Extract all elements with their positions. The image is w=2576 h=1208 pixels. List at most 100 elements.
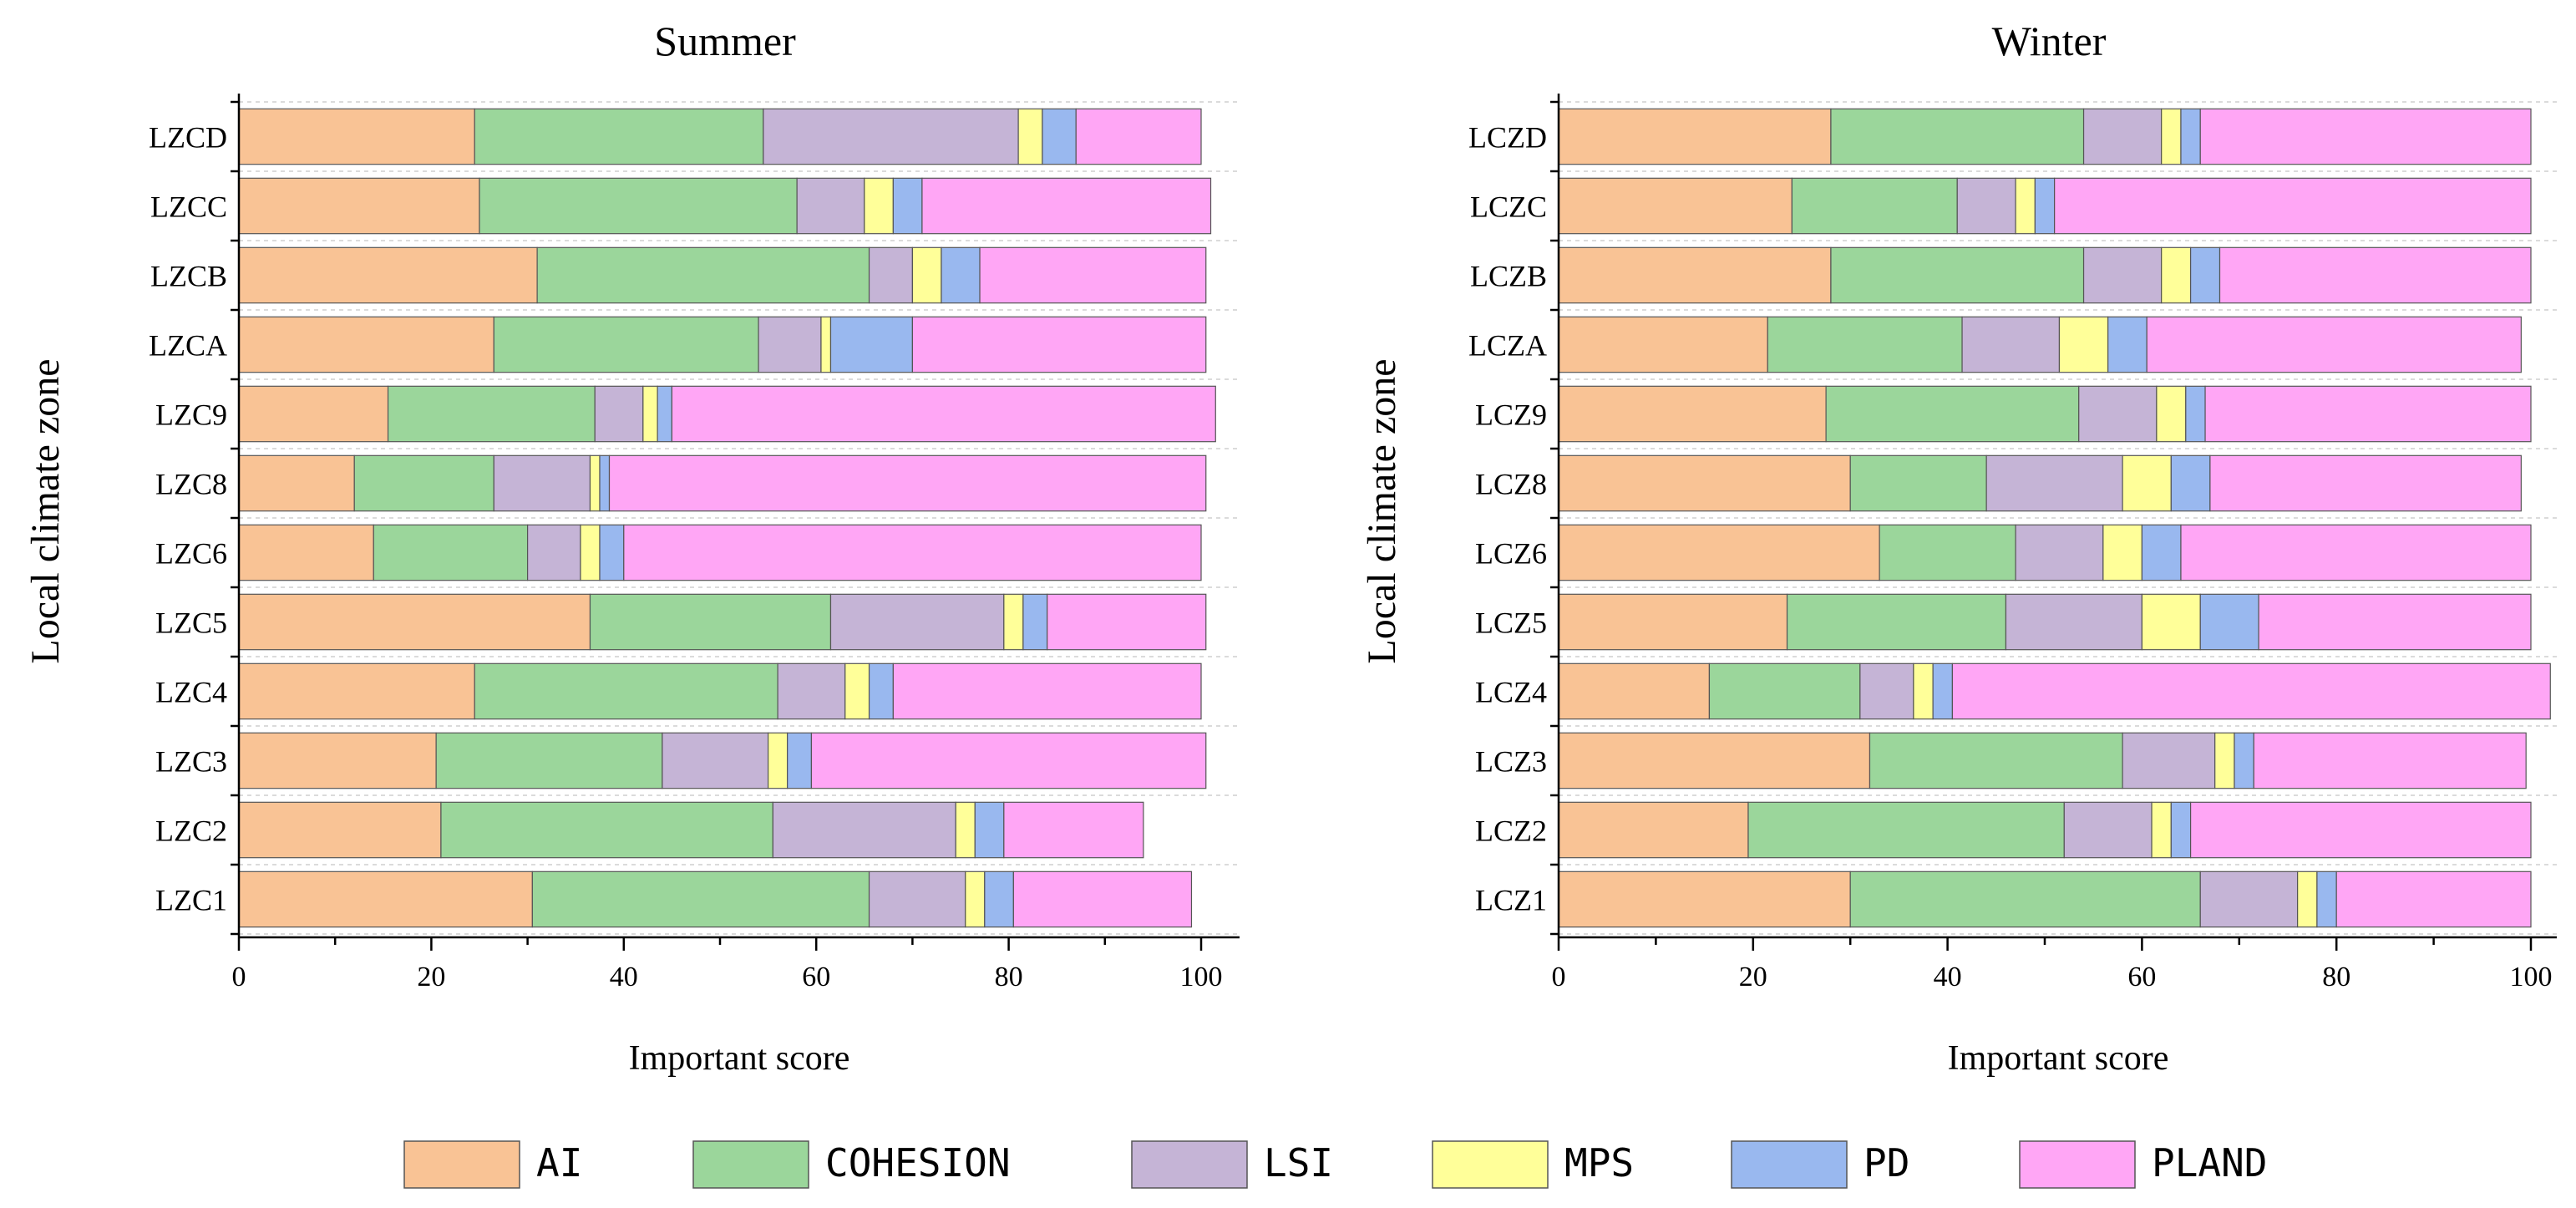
winter-bar-lcz9-lsi — [2078, 385, 2158, 443]
summer-bar-lzc3-pland — [810, 732, 1207, 789]
winter-bar-lcza-pd — [2107, 316, 2148, 373]
summer-bar-lzc3-lsi — [662, 732, 769, 789]
summer-bar-lzca-pd — [829, 316, 913, 373]
summer-bar-lzcb-pd — [941, 246, 981, 304]
winter-bar-lcz1-mps — [2297, 870, 2318, 928]
legend-label-cohesion: COHESION — [825, 1140, 1011, 1185]
winter-x-tick-label: 60 — [2127, 962, 2156, 992]
summer-bar-lzc5-lsi — [829, 593, 1005, 651]
summer-category-label: LZCD — [149, 121, 227, 155]
summer-bar-lzcc-cohesion — [479, 177, 798, 235]
winter-bar-lcz3-cohesion — [1869, 732, 2123, 789]
summer-bar-lzc1-mps — [965, 870, 986, 928]
summer-category-label: LZC9 — [155, 398, 227, 432]
winter-bar-lcz5-pd — [2199, 593, 2259, 651]
summer-bar-lzc4-pland — [892, 662, 1202, 720]
winter-bar-lczb-cohesion — [1830, 246, 2085, 304]
winter-bar-lcz5-mps — [2141, 593, 2201, 651]
winter-bar-lczc-mps — [2015, 177, 2036, 235]
winter-bar-lcz8-cohesion — [1849, 454, 1987, 512]
winter-bar-lcz9-cohesion — [1825, 385, 2080, 443]
winter-x-tick-label: 0 — [1552, 962, 1566, 992]
summer-x-tick-label: 80 — [995, 962, 1023, 992]
summer-y-axis-label: Local climate zone — [23, 358, 68, 663]
summer-bar-lzc5-pd — [1022, 593, 1048, 651]
winter-bar-lcz1-ai — [1558, 870, 1851, 928]
winter-bar-lcz5-cohesion — [1786, 593, 2007, 651]
summer-bar-lzc4-mps — [844, 662, 870, 720]
summer-bar-lzc4-ai — [238, 662, 475, 720]
legend-label-pd: PD — [1864, 1140, 1909, 1185]
summer-bar-lzcd-lsi — [763, 108, 1019, 165]
winter-bar-lcz2-cohesion — [1747, 801, 2065, 859]
summer-bar-lzc2-cohesion — [440, 801, 773, 859]
winter-bar-lcza-mps — [2058, 316, 2109, 373]
summer-x-tick-label: 60 — [802, 962, 830, 992]
summer-bar-lzc6-cohesion — [373, 524, 529, 581]
summer-bar-lzc4-pd — [868, 662, 894, 720]
summer-bar-lzc8-pland — [608, 454, 1207, 512]
summer-bar-lzcd-pd — [1042, 108, 1077, 165]
summer-category-label: LZC4 — [155, 676, 227, 709]
winter-bar-lcz4-pd — [1932, 662, 1954, 720]
summer-bar-lzcd-mps — [1017, 108, 1043, 165]
winter-bar-lczb-mps — [2161, 246, 2192, 304]
winter-bar-lcz2-mps — [2151, 801, 2172, 859]
legend-label-mps: MPS — [1564, 1140, 1634, 1185]
winter-x-tick-label: 80 — [2322, 962, 2350, 992]
summer-category-label: LZC5 — [155, 607, 227, 640]
summer-bar-lzc3-ai — [238, 732, 437, 789]
legend-label-pland: PLAND — [2152, 1140, 2267, 1185]
winter-bar-lcz6-lsi — [2015, 524, 2104, 581]
winter-bar-lczd-pland — [2199, 108, 2532, 165]
winter-bar-lcz6-mps — [2102, 524, 2143, 581]
winter-bar-lcz8-pland — [2209, 454, 2522, 512]
summer-bar-lzc8-ai — [238, 454, 355, 512]
winter-bar-lczb-ai — [1558, 246, 1832, 304]
winter-category-label: LCZA — [1468, 329, 1547, 363]
winter-bar-lczb-lsi — [2082, 246, 2163, 304]
winter-bar-lcz4-cohesion — [1708, 662, 1861, 720]
legend-swatch-cohesion — [692, 1140, 809, 1189]
summer-category-label: LZC1 — [155, 884, 227, 917]
summer-bar-lzcc-pland — [921, 177, 1212, 235]
winter-bar-lcz9-ai — [1558, 385, 1827, 443]
summer-bar-lzc3-pd — [787, 732, 813, 789]
winter-bar-lcz4-mps — [1913, 662, 1934, 720]
summer-category-label: LZCB — [150, 260, 227, 293]
summer-bar-lzc1-pland — [1012, 870, 1193, 928]
winter-bar-lczd-lsi — [2082, 108, 2163, 165]
winter-category-label: LCZ6 — [1475, 537, 1547, 571]
winter-bar-lcz1-lsi — [2199, 870, 2299, 928]
winter-bar-lcz4-ai — [1558, 662, 1711, 720]
winter-bar-lczd-ai — [1558, 108, 1832, 165]
winter-bar-lcz1-pd — [2316, 870, 2337, 928]
summer-bar-lzc9-pd — [657, 385, 672, 443]
summer-plot-area: LZCD LZCC LZCB LZCA LZC9 LZC8 LZC6 LZC5 LZC4 LZC3… — [149, 94, 1240, 992]
winter-bar-lcz3-mps — [2214, 732, 2235, 789]
winter-bar-lcz5-lsi — [2005, 593, 2142, 651]
summer-category-label: LZCC — [150, 190, 227, 224]
winter-category-label: LCZ1 — [1475, 884, 1547, 917]
winter-category-label: LCZ9 — [1475, 398, 1547, 432]
winter-bar-lcz8-mps — [2122, 454, 2172, 512]
summer-bar-lzc1-pd — [984, 870, 1014, 928]
summer-chart: Summer Important score Local climate zon… — [23, 18, 1240, 1078]
summer-bar-lzca-ai — [238, 316, 494, 373]
summer-bar-lzc3-cohesion — [435, 732, 663, 789]
legend-swatch-ai — [403, 1140, 520, 1189]
winter-bar-lcz4-pland — [1951, 662, 2551, 720]
winter-bar-lcz5-pland — [2258, 593, 2532, 651]
summer-bar-lzc1-cohesion — [531, 870, 870, 928]
summer-bar-lzc3-mps — [767, 732, 789, 789]
winter-bar-lczc-cohesion — [1791, 177, 1958, 235]
winter-x-tick-label: 20 — [1739, 962, 1767, 992]
summer-bar-lzc1-lsi — [868, 870, 966, 928]
summer-bar-lzc1-ai — [238, 870, 533, 928]
winter-bar-lcza-ai — [1558, 316, 1768, 373]
summer-bar-lzcb-mps — [911, 246, 942, 304]
winter-bar-lcz3-pland — [2253, 732, 2527, 789]
summer-bar-lzc5-cohesion — [589, 593, 832, 651]
winter-bar-lczd-mps — [2161, 108, 2182, 165]
winter-bar-lcza-lsi — [1961, 316, 2061, 373]
